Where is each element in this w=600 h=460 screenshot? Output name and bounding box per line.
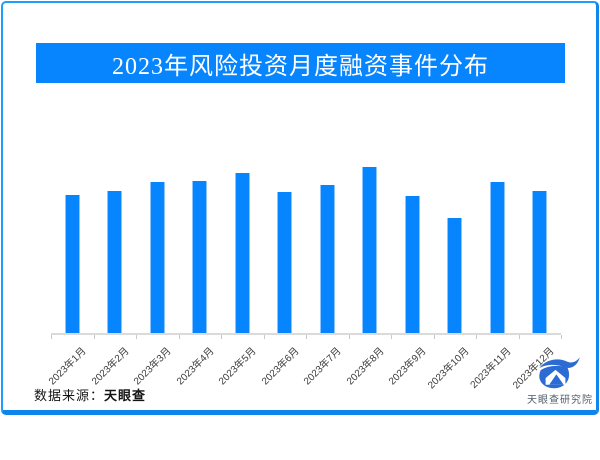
- x-tick-label: 2023年8月: [344, 345, 387, 388]
- chart-bar: [234, 173, 250, 333]
- x-axis-tick: [178, 335, 180, 339]
- data-source-label: 数据来源：: [34, 388, 105, 403]
- x-tick-label: 2023年5月: [217, 345, 259, 388]
- x-tick-label: 2023年6月: [259, 345, 302, 388]
- x-tick-label: 2023年11月: [468, 345, 514, 391]
- data-source-note: 数据来源：天眼查: [34, 385, 146, 404]
- x-axis-tick: [518, 335, 520, 339]
- tianyancha-eye-icon: [539, 357, 580, 389]
- x-axis-tick: [306, 335, 307, 339]
- chart-bar: [107, 191, 123, 333]
- chart-bar: [447, 218, 463, 333]
- chart-title: 2023年风险投资月度融资事件分布: [112, 53, 489, 80]
- x-axis-tick: [263, 335, 265, 339]
- tianyancha-logo: 天眼查研究院: [524, 355, 596, 409]
- x-axis-tick: [433, 335, 435, 339]
- chart-bar: [192, 181, 208, 333]
- x-tick-label: 2023年7月: [302, 345, 344, 388]
- x-axis-tick: [136, 335, 137, 339]
- infographic-card: 2023年风险投资月度融资事件分布 2023年1月 2023年2月 2023年3月 2…: [1, 1, 599, 415]
- chart-bar: [64, 195, 80, 333]
- x-tick-label: 2023年9月: [387, 345, 429, 388]
- tianyancha-logo-text: 天眼查研究院: [527, 395, 593, 406]
- data-source-value: 天眼查: [104, 388, 147, 403]
- chart-bar: [277, 192, 293, 333]
- chart-title-band: 2023年风险投资月度融资事件分布: [36, 43, 565, 83]
- chart-bar: [149, 182, 165, 333]
- x-axis-tick: [476, 335, 477, 339]
- plot-area: [51, 155, 562, 339]
- x-tick-label: 2023年10月: [425, 345, 472, 392]
- chart-bar: [362, 167, 378, 333]
- x-axis-tick: [221, 335, 222, 339]
- chart-bar: [404, 196, 420, 333]
- x-axis-tick: [348, 335, 350, 339]
- chart-bar: [532, 191, 548, 333]
- x-axis-tick: [561, 335, 562, 339]
- chart-bar: [319, 185, 335, 333]
- chart-bar: [489, 182, 505, 333]
- x-axis-tick: [391, 335, 392, 339]
- x-axis-tick: [93, 335, 95, 339]
- x-axis-tick: [51, 335, 52, 339]
